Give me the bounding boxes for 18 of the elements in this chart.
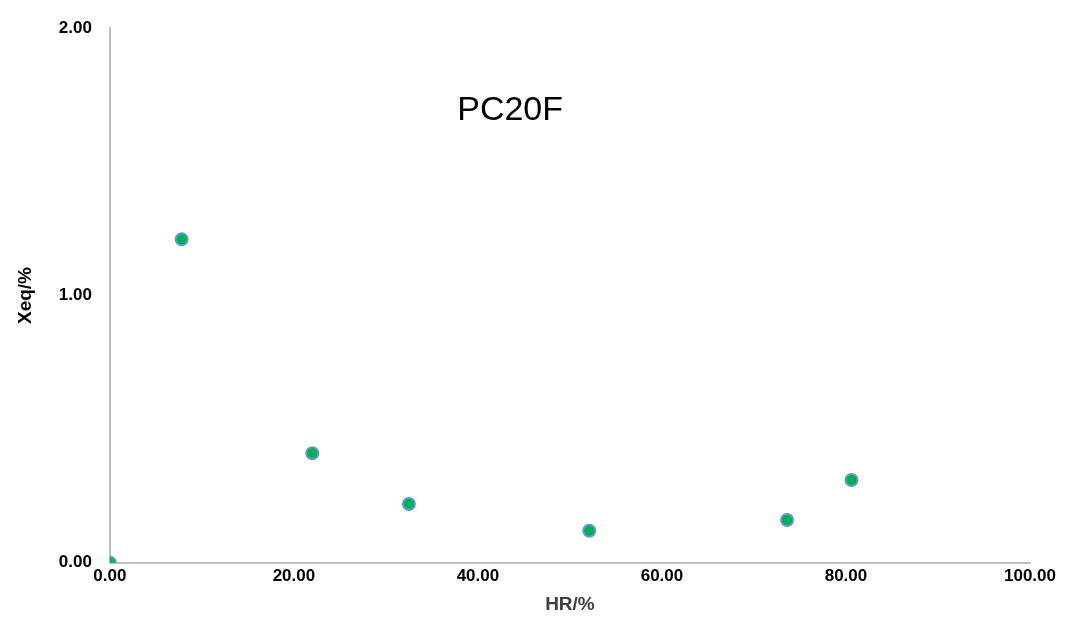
point — [582, 523, 597, 538]
point — [401, 496, 416, 511]
y-tick-label: 0.00 — [58, 552, 92, 572]
text: PC20F — [457, 88, 564, 127]
y-tick-label: 2.00 — [58, 17, 92, 37]
x-tick-label: 80.00 — [824, 565, 868, 585]
y-tick-label: 1.00 — [58, 285, 92, 305]
x-tick-label: 100.00 — [1004, 565, 1056, 585]
y-axis-title: Xeq/% — [13, 266, 35, 325]
x-tick-label: 20.00 — [272, 565, 316, 585]
x-tick-label: 40.00 — [456, 565, 500, 585]
x-axis-title: HR/% — [545, 592, 595, 614]
x-tick-label: 60.00 — [640, 565, 684, 585]
point — [174, 232, 189, 247]
point — [305, 446, 320, 461]
x-tick-label: 0.00 — [93, 565, 127, 585]
point — [844, 472, 859, 487]
point — [780, 513, 795, 528]
